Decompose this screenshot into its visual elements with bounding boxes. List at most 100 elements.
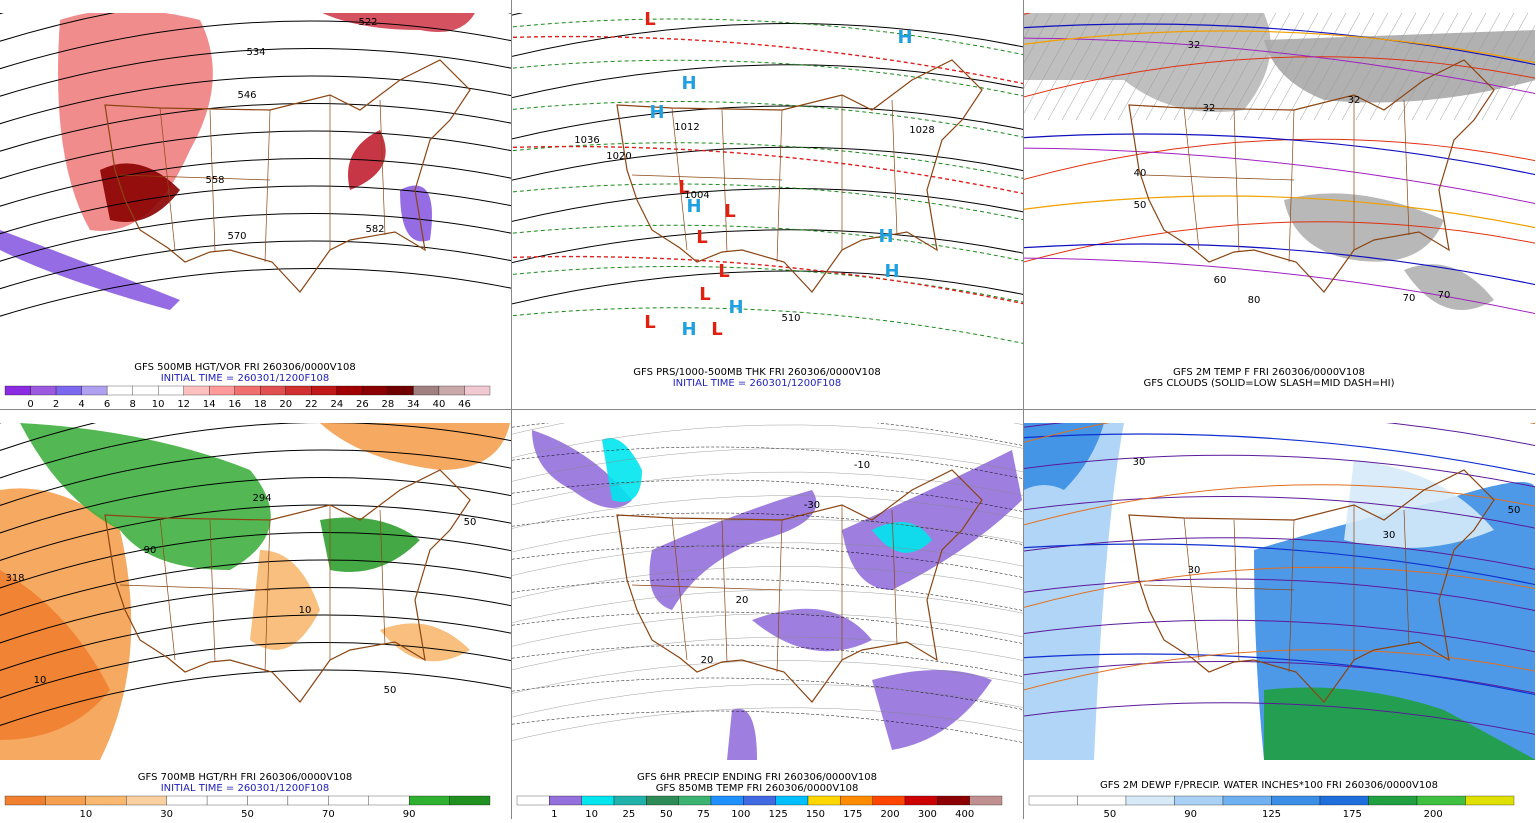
coastline — [1128, 469, 1495, 703]
colorbar-swatch — [613, 795, 647, 806]
colorbar-swatch — [710, 795, 744, 806]
colorbar-label: 18 — [254, 399, 267, 410]
state-line — [209, 109, 216, 253]
contour-label: -30 — [804, 500, 820, 511]
contour-label: 30 — [1188, 565, 1201, 576]
cloud-hatch — [1397, 13, 1459, 121]
colorbar-label: 400 — [955, 809, 974, 819]
pressure-center: L — [724, 201, 735, 222]
contour — [512, 35, 1023, 85]
caption: GFS 500MB HGT/VOR FRI 260306/0000V108 — [134, 362, 355, 373]
colorbar-label: 10 — [152, 399, 165, 410]
contour — [512, 589, 1023, 623]
contour — [512, 18, 1023, 56]
colorbar-swatch — [247, 795, 289, 806]
colorbar-swatch — [409, 795, 450, 806]
contour — [0, 559, 511, 617]
colorbar-swatch — [287, 795, 329, 806]
panel: 522 534 546 558 570 582 GFS 500MB HGT/VOR FRI … — [0, 13, 511, 410]
colorbar-label: 50 — [1103, 809, 1116, 819]
contour — [512, 644, 1023, 677]
state-line — [119, 584, 271, 591]
contour — [0, 532, 511, 589]
colorbar-swatch — [209, 385, 235, 396]
contour-label: 50 — [464, 517, 477, 528]
colorbar-label: 34 — [407, 399, 420, 410]
pressure-center: L — [678, 177, 689, 198]
colorbar-swatch — [775, 795, 809, 806]
field-fill — [20, 423, 271, 570]
contour-label: 10 — [34, 675, 47, 686]
colorbar-swatch — [743, 795, 776, 806]
cloud-hatch — [1327, 13, 1389, 121]
cloud-hatch — [1024, 13, 1067, 89]
colorbar-swatch — [4, 795, 46, 806]
contour — [1024, 195, 1535, 229]
contour — [1024, 566, 1535, 608]
cloud-hatch — [1229, 13, 1291, 121]
contour — [512, 424, 1023, 458]
field-fill — [0, 570, 110, 740]
cloud-hatch — [1047, 13, 1109, 121]
state-line — [119, 174, 271, 181]
pressure-center: H — [728, 297, 743, 318]
cloud-hatch — [1481, 24, 1535, 121]
contour-label: 50 — [1508, 505, 1521, 516]
caption: GFS 2M DEWP F/PRECIP. WATER INCHES*100 F… — [1100, 780, 1438, 791]
contour-label: 32 — [1203, 103, 1216, 114]
colorbar-swatch — [1077, 795, 1127, 806]
contour — [0, 423, 511, 479]
colorbar-swatch — [206, 795, 248, 806]
field-fill — [320, 517, 420, 572]
colorbar-swatch — [1416, 795, 1466, 806]
colorbar-label: 150 — [806, 809, 825, 819]
cloud-hatch — [1509, 74, 1535, 121]
colorbar-swatch — [362, 385, 389, 396]
contour-label: 30 — [1383, 530, 1396, 541]
colorbar-swatch — [158, 385, 184, 396]
map — [512, 13, 1023, 344]
contour-label: 318 — [5, 573, 24, 584]
contour — [512, 611, 1023, 644]
caption: GFS CLOUDS (SOLID=LOW SLASH=MID DASH=HI) — [1143, 378, 1394, 389]
cloud-hatch — [1425, 13, 1487, 121]
state-line — [264, 519, 271, 673]
coastline — [104, 59, 471, 293]
contour — [0, 642, 511, 699]
pressure-center: H — [686, 196, 701, 217]
contour-label: 20 — [701, 655, 714, 666]
contour-label: 522 — [358, 17, 377, 28]
colorbar-swatch — [285, 385, 312, 396]
colorbar-label: 40 — [433, 399, 446, 410]
contour-label: -10 — [854, 460, 870, 471]
field-fill — [380, 623, 470, 662]
state-line — [891, 99, 898, 236]
contour — [0, 240, 511, 290]
colorbar-swatch — [106, 385, 133, 396]
map — [512, 423, 1023, 760]
colorbar-label: 90 — [403, 809, 416, 819]
pressure-center: L — [711, 319, 722, 340]
cloud-hatch — [1271, 13, 1333, 121]
colorbar-swatch — [581, 795, 615, 806]
colorbar-swatch — [464, 385, 491, 396]
contour — [0, 587, 511, 644]
colorbar-label: 125 — [1262, 809, 1281, 819]
colorbar-swatch — [336, 385, 363, 396]
state-line — [1403, 99, 1410, 236]
field-fill — [400, 185, 432, 242]
contour — [1024, 433, 1535, 476]
cloud-hatch — [1495, 49, 1535, 121]
colorbar-swatch — [234, 385, 261, 396]
contour — [512, 479, 1023, 512]
colorbar-label: 300 — [918, 809, 937, 819]
state-line — [264, 109, 271, 263]
contour-label: 294 — [252, 493, 271, 504]
cloud-hatch — [1369, 13, 1431, 121]
colorbar-label: 90 — [1184, 809, 1197, 819]
contour — [512, 146, 1023, 181]
contour — [512, 545, 1023, 578]
cloud-hatch — [1341, 13, 1403, 121]
contour — [1024, 30, 1535, 64]
